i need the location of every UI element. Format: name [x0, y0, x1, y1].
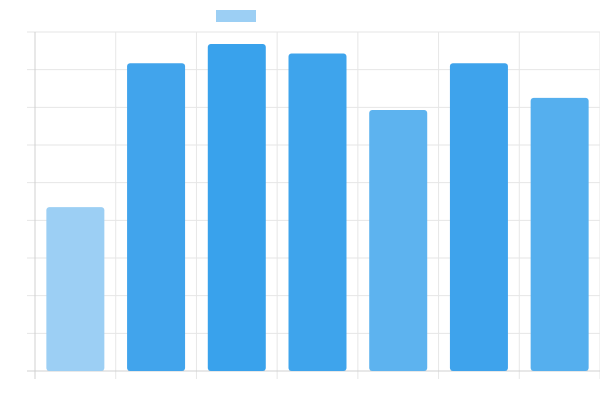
bar[interactable]: [127, 63, 186, 371]
bar[interactable]: [530, 97, 589, 372]
bar[interactable]: [207, 44, 266, 371]
bar[interactable]: [46, 207, 105, 371]
bars: [46, 44, 589, 372]
bar[interactable]: [288, 53, 347, 371]
bar[interactable]: [449, 63, 508, 371]
legend[interactable]: [216, 10, 256, 22]
bar[interactable]: [369, 109, 428, 371]
legend-swatch[interactable]: [216, 10, 256, 22]
